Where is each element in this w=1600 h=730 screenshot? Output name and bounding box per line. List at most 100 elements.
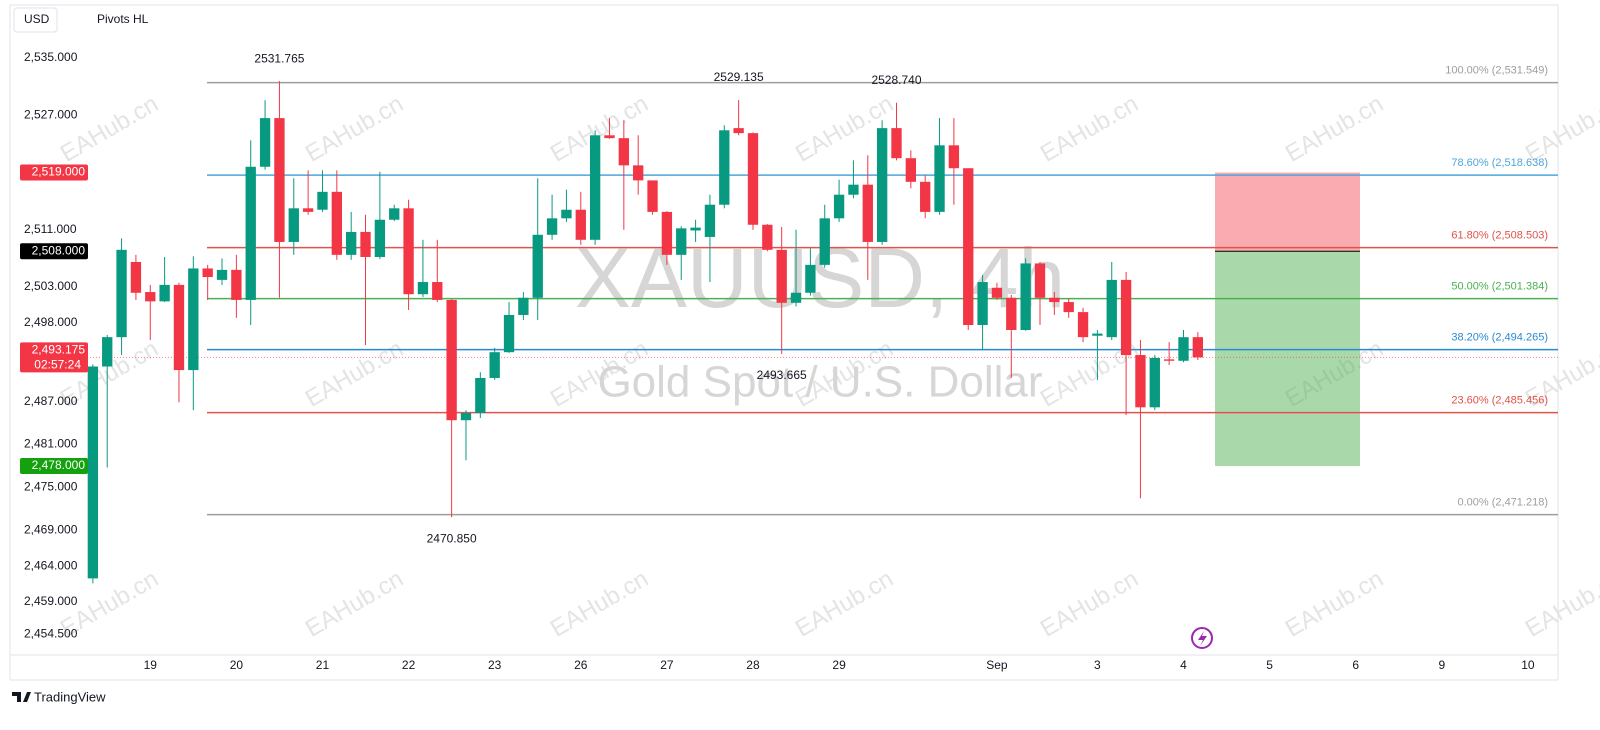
candle-body bbox=[561, 209, 572, 219]
candle-body bbox=[848, 184, 859, 195]
candle-body bbox=[920, 181, 931, 212]
candle-body bbox=[460, 413, 472, 421]
candle-body bbox=[317, 191, 328, 210]
fib-label: 38.20% (2,494.265) bbox=[1451, 331, 1548, 343]
candle-body bbox=[1178, 337, 1189, 361]
candle-body bbox=[245, 166, 256, 300]
fib-label: 0.00% (2,471.218) bbox=[1457, 496, 1548, 508]
candle-body bbox=[475, 377, 486, 414]
y-tick-label: 2,454.500 bbox=[24, 626, 78, 640]
candle-body bbox=[647, 180, 658, 212]
candle-body bbox=[1149, 357, 1160, 408]
x-tick-label: 29 bbox=[832, 658, 846, 672]
y-tick-label: 2,511.000 bbox=[24, 222, 77, 236]
pivot-label: 2529.135 bbox=[714, 70, 764, 84]
candle-body bbox=[331, 191, 342, 255]
candle-body bbox=[589, 135, 601, 240]
price-badge-label: 2,519.000 bbox=[32, 165, 86, 179]
currency[interactable]: USD bbox=[24, 12, 50, 26]
candle-body bbox=[503, 314, 515, 353]
candle-body bbox=[977, 282, 988, 325]
candle-body bbox=[1163, 359, 1175, 361]
candle-body bbox=[719, 130, 730, 205]
candle-body bbox=[690, 227, 701, 231]
candle-body bbox=[604, 135, 615, 139]
pivot-label: 2528.740 bbox=[871, 73, 921, 87]
candle-body bbox=[159, 284, 170, 302]
brand[interactable]: TradingView bbox=[34, 689, 106, 704]
candle-body bbox=[762, 224, 773, 250]
x-tick-label: Sep bbox=[986, 658, 1008, 672]
candle-body bbox=[905, 158, 917, 182]
candle-body bbox=[417, 282, 429, 295]
candle-body bbox=[819, 218, 830, 265]
x-tick-label: 9 bbox=[1438, 658, 1445, 672]
candle-body bbox=[546, 218, 558, 235]
fib-label: 78.60% (2,518.638) bbox=[1451, 157, 1548, 169]
x-tick-label: 28 bbox=[746, 658, 760, 672]
lightning-icon[interactable] bbox=[1191, 627, 1213, 649]
countdown: 02:57:24 bbox=[34, 358, 81, 372]
price-badge bbox=[20, 164, 88, 181]
x-tick-label: 5 bbox=[1266, 658, 1273, 672]
candle-body bbox=[1049, 297, 1060, 303]
candle-body bbox=[389, 208, 400, 220]
price-badge bbox=[20, 458, 88, 475]
candle-body bbox=[87, 366, 99, 579]
candle-body bbox=[130, 261, 142, 293]
pivot-label: 2493.665 bbox=[757, 368, 807, 382]
y-tick-label: 2,459.000 bbox=[24, 594, 78, 608]
price-badge-label: 2,478.000 bbox=[32, 458, 86, 472]
y-tick-label: 2,487.000 bbox=[24, 394, 78, 408]
y-tick-label: 2,503.000 bbox=[24, 279, 78, 293]
x-tick-label: 4 bbox=[1180, 658, 1187, 672]
candle-body bbox=[733, 128, 744, 134]
x-tick-label: 19 bbox=[144, 658, 158, 672]
y-tick-label: 2,535.000 bbox=[24, 50, 78, 64]
candle-body bbox=[876, 128, 888, 242]
candle-body bbox=[432, 282, 443, 300]
fib-label: 50.00% (2,501.384) bbox=[1451, 281, 1548, 293]
candle-body bbox=[618, 138, 630, 166]
x-tick-label: 22 bbox=[402, 658, 416, 672]
candle-body bbox=[346, 231, 357, 255]
candle-body bbox=[963, 168, 974, 325]
candle-body bbox=[862, 184, 873, 242]
candle-body bbox=[633, 165, 644, 181]
chart-frame bbox=[9, 4, 1559, 681]
stop-zone bbox=[1215, 172, 1360, 252]
y-tick-label: 2,464.000 bbox=[24, 558, 78, 572]
candle-body bbox=[274, 118, 285, 242]
x-tick-label: 26 bbox=[574, 658, 588, 672]
candle-body bbox=[518, 297, 529, 315]
candle-body bbox=[1077, 312, 1089, 338]
candle-body bbox=[575, 209, 586, 240]
indicator-name[interactable]: Pivots HL bbox=[97, 12, 149, 26]
currency-button[interactable] bbox=[13, 7, 58, 33]
candle-body bbox=[1120, 279, 1132, 356]
candle-body bbox=[747, 133, 759, 225]
candle-body bbox=[1020, 263, 1031, 330]
candle-body bbox=[1063, 302, 1074, 313]
price-badge bbox=[20, 342, 88, 373]
candle-body bbox=[489, 352, 500, 378]
candle-body bbox=[1135, 355, 1146, 408]
candle-body bbox=[805, 264, 816, 293]
candle-body bbox=[776, 249, 787, 303]
candle-body bbox=[216, 269, 228, 280]
candle-body bbox=[202, 268, 213, 278]
candle-body bbox=[116, 249, 127, 338]
price-badge-label: 2,508.000 bbox=[32, 243, 86, 257]
tradingview-logo[interactable] bbox=[12, 692, 31, 702]
x-tick-label: 10 bbox=[1521, 658, 1535, 672]
candle-body bbox=[833, 194, 845, 219]
candle-body bbox=[188, 268, 199, 371]
candle-body bbox=[676, 228, 687, 255]
candle-body bbox=[446, 299, 457, 421]
y-tick-label: 2,498.000 bbox=[24, 315, 78, 329]
price-badge bbox=[20, 243, 88, 260]
candle-body bbox=[360, 231, 371, 257]
y-tick-label: 2,469.000 bbox=[24, 523, 78, 537]
